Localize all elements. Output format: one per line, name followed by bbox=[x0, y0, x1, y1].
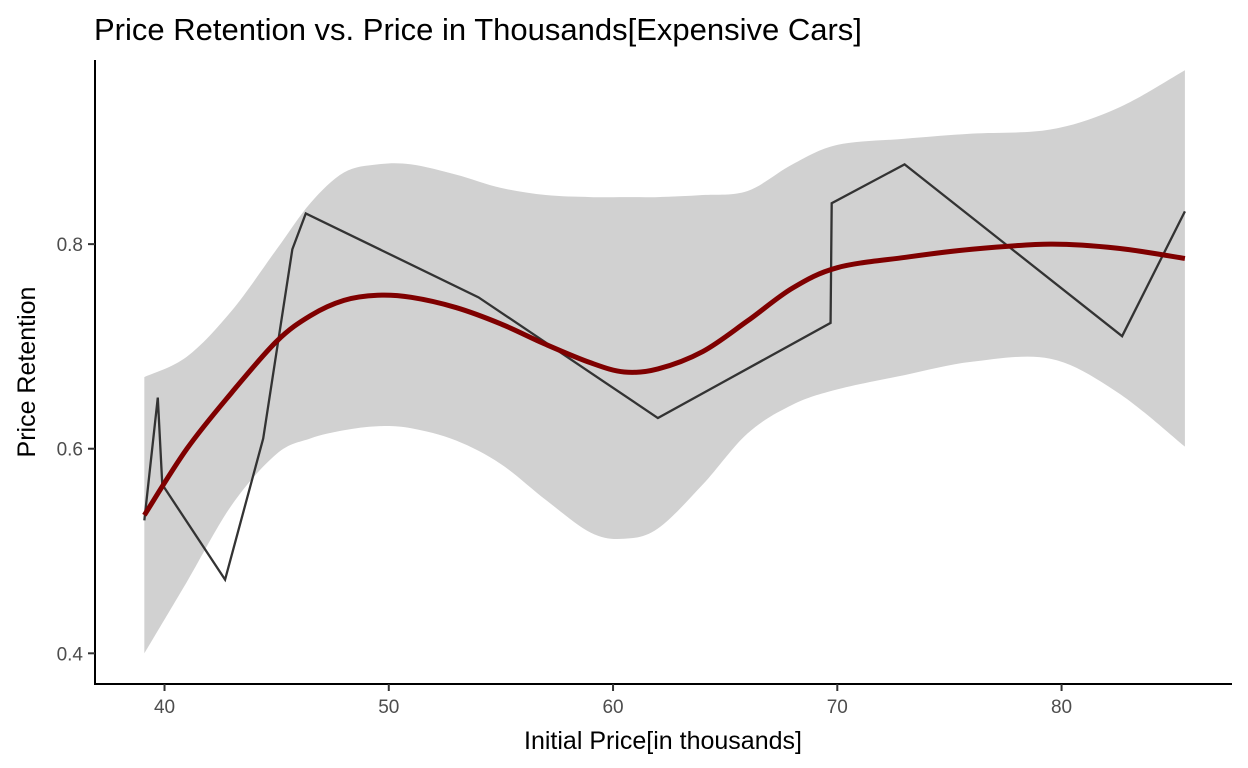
smooth-line bbox=[142, 241, 1186, 517]
y-tick-label: 0.4 bbox=[57, 644, 84, 665]
y-tick-label: 0.6 bbox=[57, 440, 83, 461]
confidence-band bbox=[144, 70, 1185, 654]
x-tick-label: 50 bbox=[378, 697, 399, 718]
axes: 40 50 60 70 80 0.4 0.6 0.8 bbox=[57, 60, 1232, 718]
x-tick-label: 40 bbox=[154, 697, 175, 718]
x-tick-label: 60 bbox=[602, 697, 623, 718]
plot-area bbox=[142, 70, 1186, 654]
chart-title: Price Retention vs. Price in Thousands[E… bbox=[94, 12, 862, 47]
x-axis-title: Initial Price[in thousands] bbox=[524, 727, 802, 755]
y-tick-label: 0.8 bbox=[57, 235, 83, 256]
y-axis-title: Price Retention bbox=[13, 287, 41, 458]
x-tick-label: 80 bbox=[1051, 697, 1072, 718]
data-line bbox=[143, 162, 1186, 583]
x-tick-label: 70 bbox=[827, 697, 848, 718]
